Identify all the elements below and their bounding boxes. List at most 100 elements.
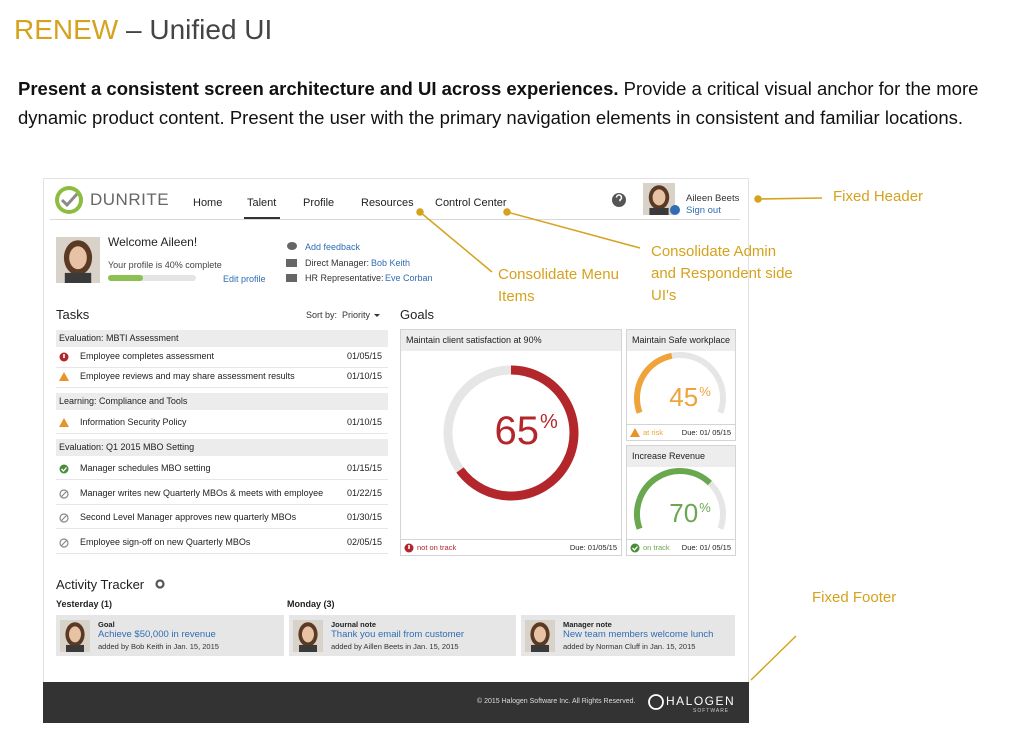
- footer-brand: HALOGEN: [666, 694, 736, 708]
- nav-active-underline: [244, 217, 280, 219]
- task-date: 01/05/15: [346, 351, 382, 361]
- task-separator: [56, 479, 388, 480]
- goal-status: at risk: [643, 428, 664, 437]
- task-group: Evaluation: MBTI Assessment: [59, 333, 179, 343]
- add-feedback[interactable]: Add feedback: [305, 242, 361, 252]
- task-group-bg: [56, 330, 388, 347]
- leader-dot: [754, 195, 762, 203]
- activity-title: Activity Tracker: [56, 577, 145, 592]
- hr-name[interactable]: Eve Corban: [385, 273, 433, 283]
- nav-item[interactable]: Resources: [361, 197, 414, 209]
- task-text[interactable]: Employee sign-off on new Quarterly MBOs: [80, 537, 251, 547]
- goals-title: Goals: [400, 307, 434, 322]
- goal-name[interactable]: Maintain client satisfaction at 90%: [406, 335, 542, 345]
- nav-item[interactable]: Talent: [247, 197, 277, 209]
- manager-name[interactable]: Bob Keith: [371, 258, 411, 268]
- annotation: Consolidate Admin and Respondent side UI…: [651, 243, 793, 304]
- task-separator: [56, 367, 388, 368]
- goal-unit: %: [699, 383, 711, 399]
- footer-brand-sub: SOFTWARE: [693, 708, 730, 714]
- task-text[interactable]: Manager schedules MBO setting: [80, 463, 211, 473]
- activity-by: added by Aillen Beets in Jan. 15, 2015: [331, 642, 459, 651]
- task-text[interactable]: Employee reviews and may share assessmen…: [80, 371, 295, 381]
- activity-link[interactable]: Thank you email from customer: [331, 629, 465, 640]
- slide-title: RENEW – Unified UI: [14, 14, 272, 46]
- goal-card-header: [627, 446, 735, 467]
- task-separator: [56, 528, 388, 529]
- activity-by: added by Bob Keith in Jan. 15, 2015: [98, 642, 219, 651]
- sign-out[interactable]: Sign out: [686, 205, 721, 216]
- nav-item[interactable]: Profile: [303, 197, 335, 209]
- activity-kind: Manager note: [563, 620, 612, 629]
- goal-name[interactable]: Increase Revenue: [632, 451, 706, 461]
- nav-item[interactable]: Home: [193, 197, 223, 209]
- edit-profile[interactable]: Edit profile: [223, 274, 266, 284]
- task-text[interactable]: Information Security Policy: [80, 417, 187, 427]
- intro-text: Provide a critical visual anchor for the…: [18, 78, 979, 128]
- activity-kind: Goal: [98, 620, 115, 629]
- goal-card-footer-line: [626, 424, 736, 425]
- sort-label: Sort by:: [306, 310, 338, 320]
- activity-card: [56, 615, 284, 656]
- activity-card: [521, 615, 735, 656]
- progress-fill: [108, 275, 144, 281]
- goal-unit: %: [540, 411, 558, 433]
- goal-due: Due: 01/ 05/15: [681, 428, 731, 437]
- goal-due: Due: 01/05/15: [569, 543, 617, 552]
- goal-unit: %: [699, 499, 711, 515]
- task-text[interactable]: Second Level Manager approves new quarte…: [80, 512, 297, 522]
- user-name: Aileen Beets: [686, 193, 740, 204]
- task-group-bg: [56, 439, 388, 456]
- leader: [750, 635, 797, 681]
- goal-status: not on track: [417, 543, 457, 552]
- task-separator: [56, 433, 388, 434]
- activity-link[interactable]: Achieve $50,000 in revenue: [98, 629, 216, 640]
- task-separator: [56, 553, 388, 554]
- manager-label: Direct Manager:: [305, 258, 370, 268]
- nav-item[interactable]: Control Center: [435, 197, 507, 209]
- sort-value[interactable]: Priority: [342, 310, 371, 320]
- activity-link[interactable]: New team members welcome lunch: [563, 629, 714, 640]
- goal-value: 45: [669, 382, 699, 413]
- task-date: 01/30/15: [346, 512, 382, 522]
- day-heading: Monday (3): [287, 599, 335, 609]
- logo-text: DUNRITE: [90, 190, 170, 209]
- hr-label: HR Representative:: [305, 273, 384, 283]
- annotation: Fixed Header: [833, 188, 924, 205]
- goal-value: 65: [494, 409, 540, 453]
- goal-due: Due: 01/ 05/15: [681, 543, 731, 552]
- task-group-bg: [56, 393, 388, 410]
- intro: Present a consistent screen architecture…: [18, 74, 1018, 132]
- goal-card-footer-line: [400, 539, 622, 540]
- progress-track: [108, 275, 196, 281]
- goal-card-header: [627, 330, 735, 351]
- activity-by: added by Norman Cluff in Jan. 15, 2015: [563, 642, 696, 651]
- goal-card-footer-line: [626, 539, 736, 540]
- activity-card: [289, 615, 516, 656]
- task-date: 02/05/15: [346, 537, 382, 547]
- task-text[interactable]: Manager writes new Quarterly MBOs & meet…: [80, 488, 324, 498]
- task-text[interactable]: Employee completes assessment: [80, 351, 215, 361]
- leader: [757, 197, 823, 200]
- annotation: Fixed Footer: [812, 589, 897, 606]
- day-heading: Yesterday (1): [56, 599, 113, 609]
- title-accent: RENEW: [14, 14, 119, 45]
- goal-name[interactable]: Maintain Safe workplace: [632, 335, 731, 345]
- intro-bold: Present a consistent screen architecture…: [18, 78, 619, 99]
- task-date: 01/15/15: [346, 463, 382, 473]
- completion-text: Your profile is 40% complete: [108, 260, 222, 270]
- goal-value: 70: [669, 498, 699, 529]
- task-date: 01/10/15: [346, 417, 382, 427]
- header-divider: [50, 219, 740, 220]
- task-date: 01/22/15: [346, 488, 382, 498]
- title-rest: – Unified UI: [126, 14, 273, 45]
- task-group: Evaluation: Q1 2015 MBO Setting: [59, 442, 195, 452]
- annotation: Consolidate Menu Items: [498, 266, 619, 305]
- activity-kind: Journal note: [331, 620, 377, 629]
- task-date: 01/10/15: [346, 371, 382, 381]
- copyright: © 2015 Halogen Software Inc. All Rights …: [477, 698, 636, 705]
- goal-status: on track: [643, 543, 670, 552]
- task-group: Learning: Compliance and Tools: [59, 396, 188, 406]
- goal-card-header: [401, 330, 621, 351]
